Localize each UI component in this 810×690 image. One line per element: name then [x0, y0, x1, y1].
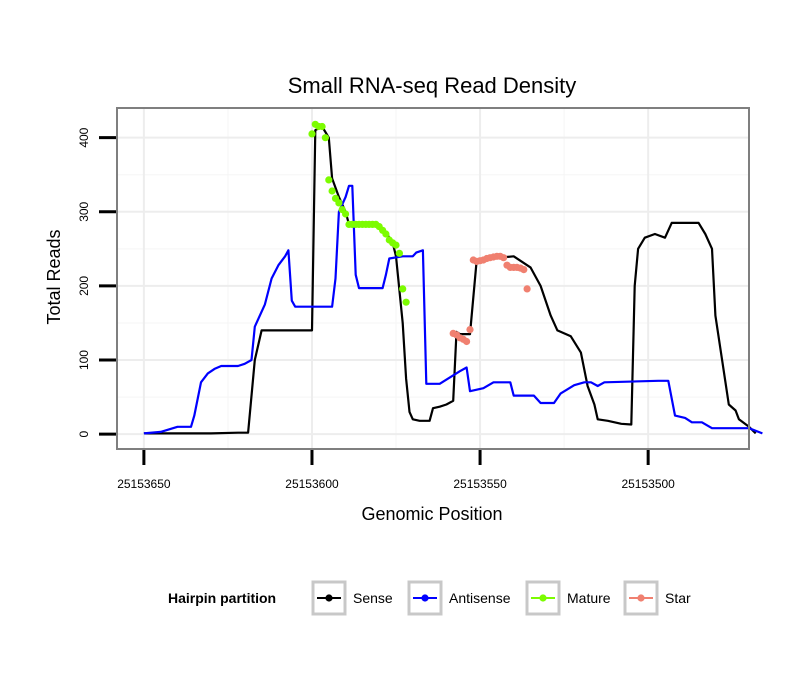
y-tick-label: 400 — [77, 127, 91, 147]
y-tick-label: 0 — [77, 431, 91, 438]
legend-label-antisense: Antisense — [449, 590, 511, 606]
series-point-mature — [402, 298, 410, 306]
series-point-mature — [395, 249, 403, 257]
legend-label-mature: Mature — [567, 590, 611, 606]
legend-entries: Sense Antisense Mature Star — [311, 580, 691, 616]
x-tick-label: 25153500 — [621, 477, 675, 491]
series-point-star — [463, 337, 471, 346]
y-tick-label: 300 — [77, 201, 91, 221]
y-axis-title: Total Reads — [44, 229, 64, 324]
series-point-mature — [325, 176, 333, 184]
series-line-sense — [143, 125, 757, 435]
series-point-mature — [392, 241, 400, 249]
x-tick-label: 25153600 — [285, 477, 339, 491]
series-point-mature — [328, 187, 336, 195]
grid-minor — [117, 108, 749, 449]
series-point-star — [466, 326, 474, 334]
y-tick-label: 100 — [77, 350, 91, 370]
chart-title: Small RNA-seq Read Density — [288, 73, 577, 98]
series-point-star — [500, 254, 508, 262]
legend-item-sense: Sense — [311, 580, 393, 616]
legend-key-point — [539, 594, 547, 602]
x-axis-title: Genomic Position — [361, 504, 502, 524]
series-layer — [143, 120, 763, 435]
series-point-star — [523, 285, 531, 293]
legend-key-point — [325, 594, 333, 602]
series-point-mature — [399, 285, 407, 293]
legend-item-star: Star — [623, 580, 691, 616]
legend-key-point — [421, 594, 429, 602]
legend-item-antisense: Antisense — [407, 580, 511, 616]
legend: Hairpin partition Sense Antisense Mature St… — [168, 580, 691, 616]
series-line-antisense — [143, 184, 763, 435]
legend-item-mature: Mature — [525, 580, 611, 616]
y-tick-label: 200 — [77, 276, 91, 296]
axes: 25153650 25153600 25153550 25153500 0 100 200 3… — [77, 127, 675, 491]
series-point-mature — [382, 230, 390, 238]
plot-panel — [116, 107, 763, 450]
series-point-mature — [342, 210, 350, 218]
panel-background — [117, 108, 749, 449]
series-point-mature — [318, 122, 326, 131]
legend-key-point — [637, 594, 645, 602]
panel-border — [116, 107, 750, 450]
x-tick-label: 25153550 — [453, 477, 507, 491]
series-point-mature — [335, 199, 343, 207]
legend-title: Hairpin partition — [168, 590, 276, 606]
series-point-star — [520, 266, 528, 274]
legend-label-sense: Sense — [353, 590, 393, 606]
series-point-mature — [308, 130, 316, 138]
legend-label-star: Star — [665, 590, 691, 606]
x-tick-label: 25153650 — [117, 477, 171, 491]
series-point-mature — [321, 134, 329, 142]
